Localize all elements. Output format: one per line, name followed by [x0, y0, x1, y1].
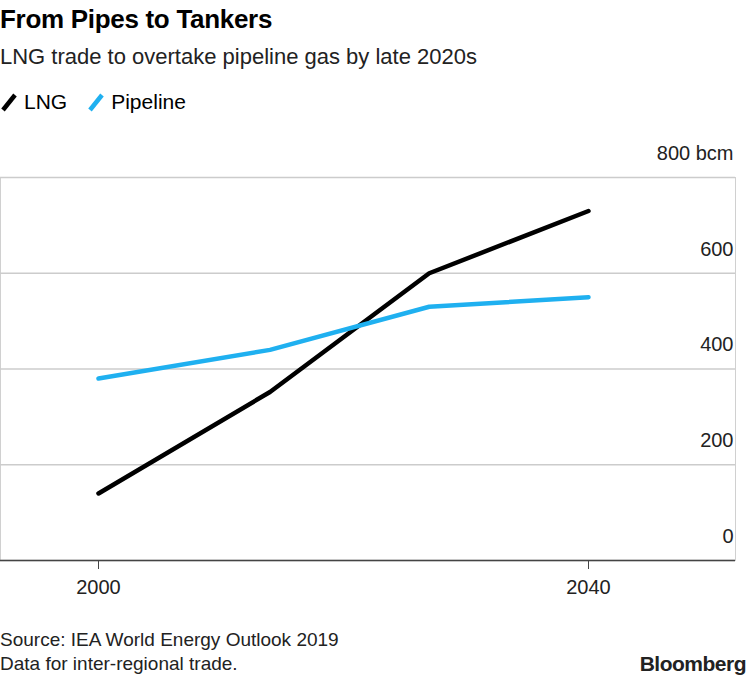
html-text:From Pipes to Tankers: From Pipes to Tankers	[0, 4, 273, 34]
html-text:Bloomberg: Bloomberg	[639, 652, 746, 675]
html-text:LNG: LNG	[24, 90, 68, 113]
svg-text:600: 600	[700, 238, 733, 260]
svg-text:2040: 2040	[566, 576, 611, 598]
html-text:Pipeline: Pipeline	[111, 90, 186, 113]
html-text:Source: IEA World Energy Outlo: Source: IEA World Energy Outlook 2019	[0, 629, 339, 650]
html-text:LNG trade to overtake pipeline: LNG trade to overtake pipeline gas by la…	[0, 44, 477, 69]
svg-text:400: 400	[700, 333, 733, 355]
svg-text:0: 0	[722, 525, 733, 547]
svg-text:800 bcm: 800 bcm	[657, 142, 734, 164]
svg-text:2000: 2000	[76, 576, 121, 598]
svg-text:200: 200	[700, 429, 733, 451]
html-text:Data for inter-regional trade.: Data for inter-regional trade.	[0, 653, 238, 674]
